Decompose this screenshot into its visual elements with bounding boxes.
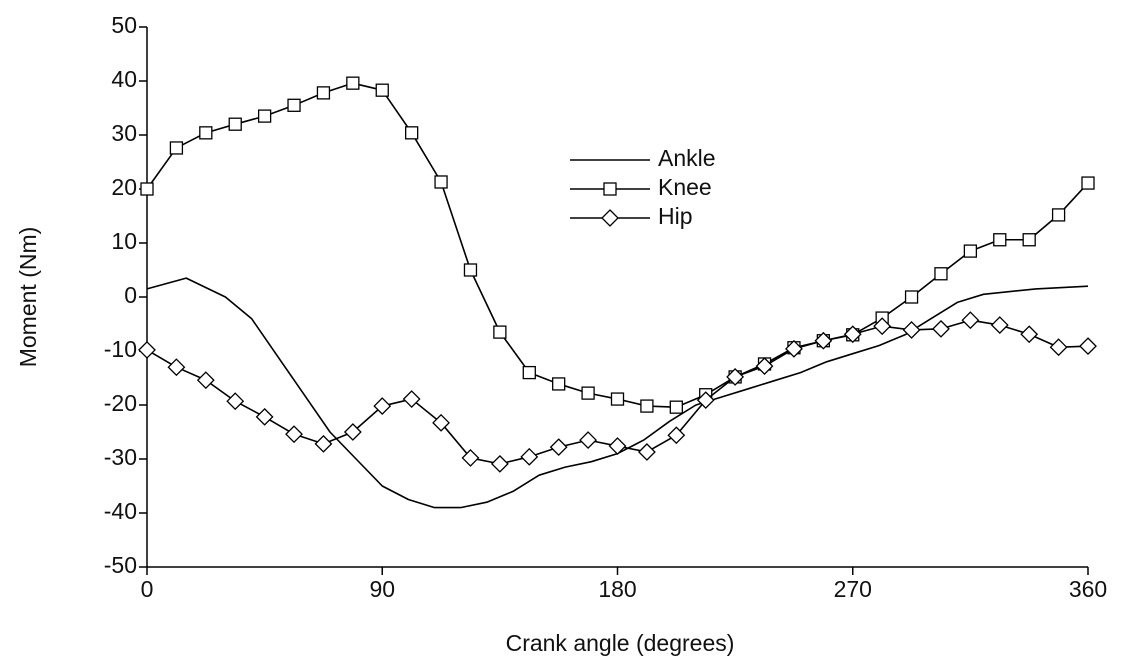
x-tick-label: 0 <box>141 576 154 602</box>
marker <box>490 454 509 473</box>
series-line <box>146 82 1089 408</box>
x-axis-label: Crank angle (degrees) <box>506 630 735 656</box>
marker <box>608 437 627 455</box>
marker <box>402 390 421 408</box>
marker <box>405 126 419 140</box>
marker <box>285 425 303 444</box>
y-tick-label: 30 <box>111 120 137 146</box>
marker <box>522 365 536 380</box>
y-tick-label: -40 <box>104 498 137 524</box>
marker <box>755 357 774 376</box>
marker <box>640 399 654 413</box>
x-tick-label: 180 <box>598 576 636 602</box>
marker <box>255 407 274 426</box>
marker <box>463 263 478 277</box>
marker <box>934 267 948 281</box>
y-tick-label: 20 <box>111 174 137 200</box>
marker <box>726 368 745 386</box>
legend-label: Knee <box>658 174 712 200</box>
y-axis-label: Moment (Nm) <box>15 227 41 368</box>
marker <box>637 443 656 461</box>
marker <box>603 182 617 196</box>
marker <box>432 413 450 432</box>
marker <box>346 76 360 90</box>
marker <box>552 377 566 391</box>
marker <box>667 426 686 445</box>
marker <box>138 341 156 359</box>
marker <box>601 209 619 227</box>
y-tick-label: -10 <box>104 336 137 362</box>
marker <box>963 244 978 258</box>
marker <box>169 141 184 155</box>
marker <box>993 233 1007 247</box>
legend-label: Hip <box>658 203 693 229</box>
marker <box>579 431 598 450</box>
marker <box>549 438 568 457</box>
y-tick-label: -50 <box>104 552 137 578</box>
marker <box>904 290 919 304</box>
marker <box>990 316 1009 334</box>
marker <box>873 317 892 336</box>
marker <box>1081 176 1095 190</box>
y-tick-label: -20 <box>104 390 137 416</box>
marker <box>434 175 448 189</box>
marker <box>167 358 186 377</box>
marker <box>814 331 833 350</box>
marker <box>140 182 154 196</box>
marker <box>696 391 715 410</box>
x-tick-label: 90 <box>369 576 395 602</box>
marker <box>669 400 683 414</box>
marker <box>1020 325 1039 344</box>
marker <box>1022 233 1036 247</box>
marker <box>257 109 272 123</box>
legend-label: Ankle <box>658 145 716 171</box>
marker <box>373 397 392 415</box>
marker <box>843 325 862 344</box>
y-tick-label: 50 <box>111 12 137 38</box>
marker <box>610 392 625 406</box>
y-tick-label: 40 <box>111 66 137 92</box>
series-line <box>146 277 1089 509</box>
marker <box>343 423 362 441</box>
x-tick-label: 360 <box>1069 576 1107 602</box>
marker <box>228 117 242 131</box>
marker <box>199 126 213 140</box>
marker <box>287 98 301 112</box>
marker <box>581 386 595 400</box>
x-tick-label: 270 <box>834 576 872 602</box>
marker <box>961 311 980 330</box>
marker <box>1049 338 1068 357</box>
marker <box>493 325 507 339</box>
marker <box>785 339 803 358</box>
marker <box>314 434 333 453</box>
marker <box>932 319 950 338</box>
marker <box>1079 337 1097 356</box>
marker <box>375 83 389 97</box>
marker <box>196 371 215 390</box>
marker <box>1051 208 1066 222</box>
marker <box>316 86 331 100</box>
y-tick-label: -30 <box>104 444 137 470</box>
marker <box>226 392 245 411</box>
marker <box>902 321 921 339</box>
y-tick-label: 10 <box>111 228 137 254</box>
marker <box>461 449 480 467</box>
y-tick-label: 0 <box>124 282 137 308</box>
marker <box>520 447 539 466</box>
